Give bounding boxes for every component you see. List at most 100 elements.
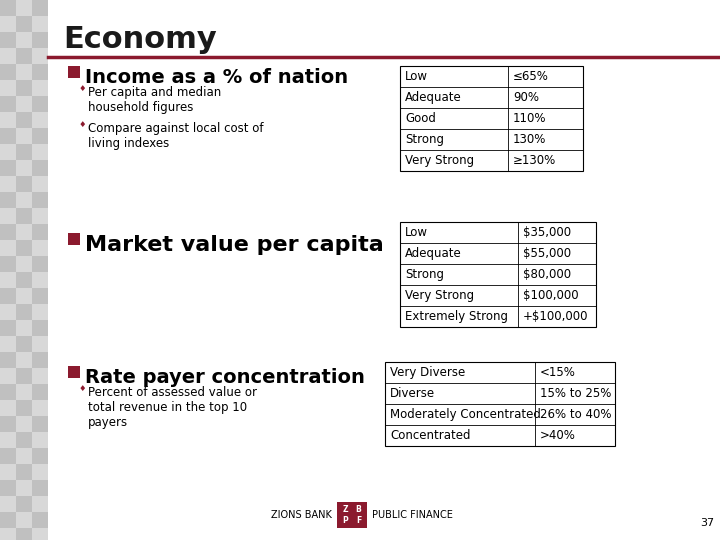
- Text: Compare against local cost of
living indexes: Compare against local cost of living ind…: [88, 122, 264, 150]
- Bar: [16, 352, 32, 368]
- Bar: [32, 320, 48, 336]
- Bar: [68, 233, 80, 245]
- Bar: [16, 192, 32, 208]
- Bar: [16, 368, 32, 384]
- Bar: [16, 400, 32, 416]
- Bar: [32, 80, 48, 96]
- Text: ♦: ♦: [79, 384, 86, 393]
- Bar: [32, 368, 48, 384]
- Bar: [0, 0, 16, 16]
- Text: ≥130%: ≥130%: [513, 154, 557, 167]
- Bar: [32, 336, 48, 352]
- Bar: [16, 304, 32, 320]
- Bar: [32, 272, 48, 288]
- Bar: [16, 32, 32, 48]
- Bar: [0, 496, 16, 512]
- Text: Rate payer concentration: Rate payer concentration: [85, 368, 365, 387]
- Text: ZIONS BANK: ZIONS BANK: [271, 510, 332, 520]
- Bar: [68, 66, 80, 78]
- Text: 26% to 40%: 26% to 40%: [540, 408, 611, 421]
- Bar: [32, 256, 48, 272]
- Bar: [32, 432, 48, 448]
- Bar: [16, 208, 32, 224]
- Bar: [0, 464, 16, 480]
- Bar: [0, 96, 16, 112]
- Text: >40%: >40%: [540, 429, 576, 442]
- Bar: [0, 384, 16, 400]
- Text: Concentrated: Concentrated: [390, 429, 470, 442]
- Bar: [32, 224, 48, 240]
- Bar: [16, 256, 32, 272]
- Bar: [0, 336, 16, 352]
- Bar: [16, 432, 32, 448]
- Text: +$100,000: +$100,000: [523, 310, 588, 323]
- Text: 110%: 110%: [513, 112, 546, 125]
- Bar: [0, 352, 16, 368]
- Bar: [0, 192, 16, 208]
- Text: ♦: ♦: [79, 120, 86, 129]
- Text: Moderately Concentrated: Moderately Concentrated: [390, 408, 541, 421]
- Bar: [0, 480, 16, 496]
- Text: Market value per capita: Market value per capita: [85, 235, 384, 255]
- Bar: [0, 400, 16, 416]
- Text: PUBLIC FINANCE: PUBLIC FINANCE: [372, 510, 453, 520]
- Bar: [16, 0, 32, 16]
- Bar: [32, 400, 48, 416]
- Text: F: F: [356, 516, 361, 525]
- Text: Percent of assessed value or
total revenue in the top 10
payers: Percent of assessed value or total reven…: [88, 386, 257, 429]
- Bar: [16, 512, 32, 528]
- Text: Very Strong: Very Strong: [405, 289, 474, 302]
- Text: Extremely Strong: Extremely Strong: [405, 310, 508, 323]
- Text: $100,000: $100,000: [523, 289, 579, 302]
- Bar: [16, 336, 32, 352]
- Bar: [16, 320, 32, 336]
- Bar: [0, 288, 16, 304]
- Bar: [32, 128, 48, 144]
- Bar: [0, 224, 16, 240]
- Text: $55,000: $55,000: [523, 247, 571, 260]
- Bar: [16, 128, 32, 144]
- Bar: [32, 480, 48, 496]
- Bar: [0, 368, 16, 384]
- Bar: [32, 352, 48, 368]
- Text: Income as a % of nation: Income as a % of nation: [85, 68, 348, 87]
- Bar: [16, 480, 32, 496]
- Bar: [0, 432, 16, 448]
- Bar: [0, 112, 16, 128]
- Text: <15%: <15%: [540, 366, 576, 379]
- Bar: [16, 272, 32, 288]
- Bar: [0, 176, 16, 192]
- Bar: [0, 416, 16, 432]
- Bar: [0, 304, 16, 320]
- Bar: [32, 464, 48, 480]
- Bar: [32, 448, 48, 464]
- Bar: [32, 144, 48, 160]
- Bar: [0, 160, 16, 176]
- Bar: [32, 160, 48, 176]
- Text: Strong: Strong: [405, 268, 444, 281]
- Bar: [400, 66, 583, 171]
- Bar: [16, 288, 32, 304]
- Bar: [16, 16, 32, 32]
- Bar: [16, 240, 32, 256]
- Bar: [32, 496, 48, 512]
- Text: Diverse: Diverse: [390, 387, 435, 400]
- Bar: [16, 112, 32, 128]
- Bar: [16, 80, 32, 96]
- Bar: [0, 80, 16, 96]
- Bar: [16, 48, 32, 64]
- Text: Very Strong: Very Strong: [405, 154, 474, 167]
- Text: P: P: [343, 516, 348, 525]
- Bar: [32, 32, 48, 48]
- Bar: [16, 448, 32, 464]
- Text: Very Diverse: Very Diverse: [390, 366, 465, 379]
- Bar: [0, 320, 16, 336]
- Bar: [32, 512, 48, 528]
- Text: 130%: 130%: [513, 133, 546, 146]
- Text: 15% to 25%: 15% to 25%: [540, 387, 611, 400]
- Bar: [32, 112, 48, 128]
- Bar: [16, 96, 32, 112]
- Bar: [32, 304, 48, 320]
- Bar: [32, 416, 48, 432]
- Bar: [32, 240, 48, 256]
